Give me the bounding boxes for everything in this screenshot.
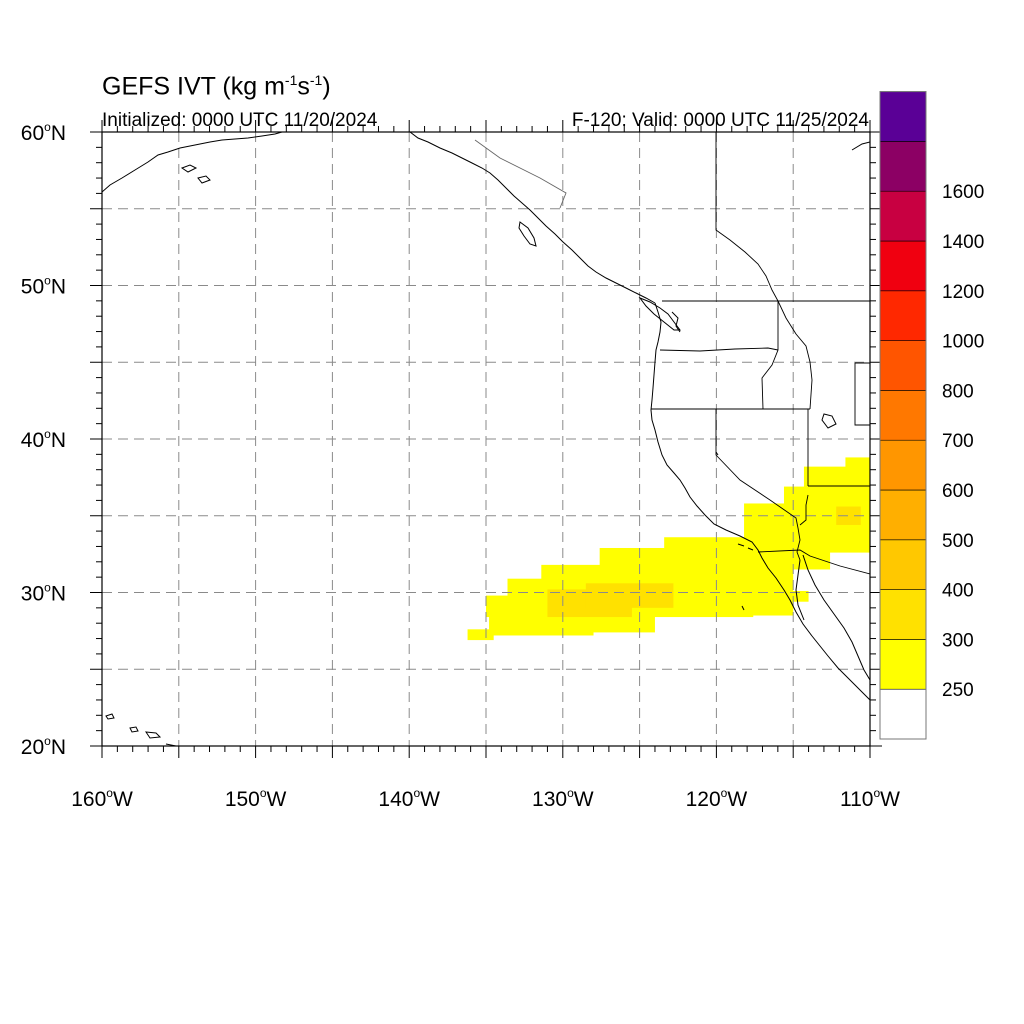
baja-east-coast [795, 559, 805, 621]
alaska-bc-border [474, 139, 567, 209]
lat-tick-label: 60oN [21, 120, 66, 145]
coastlines-and-borders [102, 132, 870, 746]
colorbar-box [879, 589, 927, 640]
lon-tick-label: 160oW [71, 786, 133, 811]
ivt-cell [585, 583, 674, 608]
colorbar-label: 1600 [942, 182, 984, 203]
lon-tick-label: 140oW [378, 786, 440, 811]
colorbar-box [879, 340, 927, 391]
hawaii-islands [105, 713, 177, 746]
lake-tahoe [715, 451, 719, 456]
colorbar-box [879, 439, 927, 491]
title-mid: s [297, 72, 310, 101]
lat-tick-label: 50oN [21, 274, 66, 299]
colorbar-frame [879, 91, 927, 740]
lat-lon-grid [102, 132, 870, 746]
idaho-border [761, 301, 779, 410]
colorbar-label: 250 [942, 680, 974, 701]
ivt-cell [467, 629, 494, 641]
us-mexico-border [757, 549, 870, 575]
colorbar-label: 1200 [942, 282, 984, 303]
channel-islands [737, 543, 754, 611]
haida-gwaii [518, 221, 537, 247]
ivt-cell [845, 457, 870, 470]
colorbar-box [879, 639, 927, 690]
lon-tick-label: 120oW [686, 786, 748, 811]
colorbar-label: 400 [942, 581, 974, 602]
vancouver-island [638, 296, 681, 331]
colorbar-box [879, 290, 927, 341]
lat-tick-label: 20oN [21, 734, 66, 759]
ivt-cell [836, 506, 861, 525]
washington-oregon-border [659, 347, 779, 352]
idaho-montana-border [777, 300, 813, 410]
longitude-labels: 160oW 150oW 140oW 130oW 120oW 110oW [71, 786, 900, 811]
alaska-coastline [102, 132, 283, 193]
alaska-panhandle-coastline [409, 132, 656, 304]
west-coast [650, 302, 870, 701]
map-title: GEFS IVT (kg m-1s-1) [102, 72, 331, 101]
nevada-california-border [715, 409, 799, 529]
lat-tick-label: 40oN [21, 427, 66, 452]
init-time-label: Initialized: 0000 UTC 11/20/2024 [102, 110, 378, 131]
colorbar-box [879, 688, 927, 740]
bc-alberta-border [715, 132, 779, 302]
colorbar-box [879, 489, 927, 541]
colorbar-box [879, 190, 927, 242]
ivt-cell [731, 590, 809, 602]
colorbar-label: 700 [942, 431, 974, 452]
title-exponent-1: -1 [284, 72, 298, 88]
title-prefix: GEFS IVT (kg m [102, 72, 285, 101]
title-exponent-2: -1 [309, 72, 323, 88]
colorbar-box [879, 141, 927, 192]
colorbar-label: 1000 [942, 332, 984, 353]
colorbar-label: 500 [942, 531, 974, 552]
gulf-of-california-coast [802, 554, 870, 681]
lon-tick-label: 110oW [840, 786, 900, 811]
colorbar-label: 600 [942, 481, 974, 502]
sw-alaska-islands [180, 164, 211, 184]
colorbar-box [879, 390, 927, 441]
lon-tick-label: 130oW [532, 786, 594, 811]
arizona-california-border [796, 527, 801, 561]
colorado-river [799, 494, 809, 526]
colorbar-label: 800 [942, 381, 974, 402]
colorbar-label: 1400 [942, 232, 984, 253]
puget-sound [671, 311, 681, 333]
valid-time-label: F-120: Valid: 0000 UTC 11/25/2024 [571, 110, 869, 131]
axis-ticks [90, 120, 882, 758]
latitude-labels: 60oN 50oN 40oN 30oN 20oN [21, 120, 66, 759]
lat-tick-label: 30oN [21, 581, 66, 606]
hudson-inlet [851, 141, 870, 151]
great-salt-lake [821, 413, 837, 429]
colorbar-box [879, 240, 927, 292]
montana-border [854, 362, 870, 426]
lon-tick-label: 150oW [225, 786, 287, 811]
ivt-colorbar: 250 300 400 500 600 700 800 1000 1200 1400 1600 [879, 91, 984, 740]
title-suffix: ) [322, 72, 331, 101]
colorbar-box [879, 539, 927, 590]
colorbar-box [879, 91, 927, 142]
colorbar-label: 300 [942, 630, 974, 651]
ivt-shading [467, 457, 870, 641]
